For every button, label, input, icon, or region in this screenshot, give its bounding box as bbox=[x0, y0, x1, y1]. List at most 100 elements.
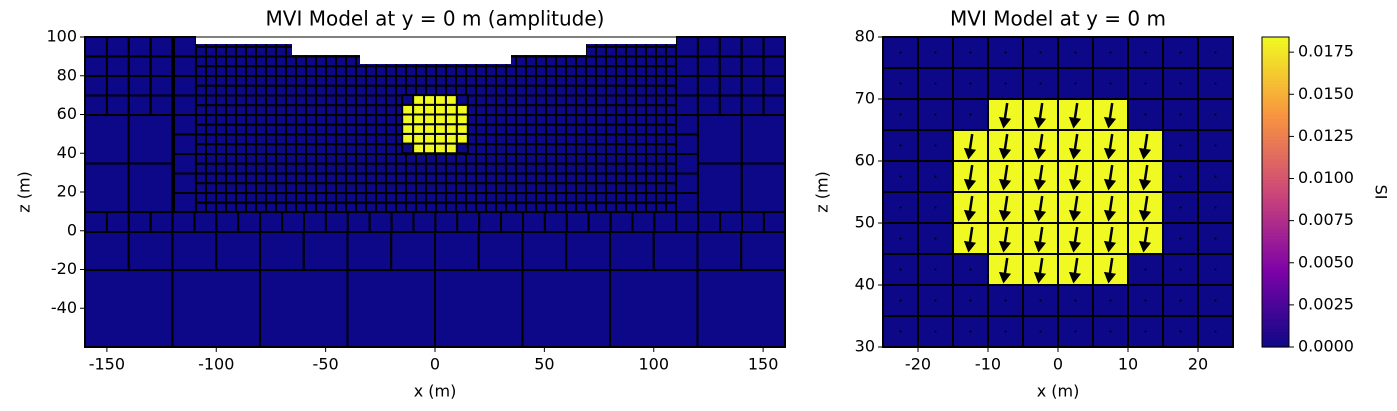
mesh-cell bbox=[325, 123, 337, 136]
mesh-cell bbox=[645, 55, 657, 68]
mesh-cell bbox=[415, 84, 427, 97]
mesh-cell bbox=[500, 211, 525, 233]
mesh-cell bbox=[535, 133, 547, 146]
mesh-cell bbox=[245, 94, 257, 107]
colorbar-swatch bbox=[1262, 229, 1289, 233]
mesh-cell bbox=[345, 172, 357, 185]
mesh-cell bbox=[335, 153, 347, 165]
mesh-cell bbox=[515, 114, 527, 126]
mesh-cell bbox=[295, 162, 307, 175]
mesh-cell bbox=[525, 123, 537, 136]
mesh-cell bbox=[315, 192, 327, 204]
mesh-cell bbox=[665, 162, 677, 175]
mesh-cell bbox=[281, 211, 306, 233]
mesh-cell bbox=[595, 201, 607, 213]
mesh-cell bbox=[259, 269, 349, 348]
mesh-cell bbox=[565, 172, 577, 185]
mesh-cell bbox=[425, 182, 437, 194]
mesh-cell bbox=[275, 201, 287, 213]
vector-arrow bbox=[1103, 226, 1117, 253]
colorbar-swatch bbox=[1262, 167, 1289, 171]
mesh-cell bbox=[485, 192, 497, 204]
colorbar-swatch bbox=[1262, 111, 1289, 116]
mesh-cell bbox=[455, 192, 467, 204]
mesh-cell bbox=[435, 201, 447, 213]
colorbar-swatch bbox=[1262, 179, 1289, 184]
mesh-cell bbox=[605, 55, 617, 68]
colorbar-swatch bbox=[1262, 80, 1289, 85]
mesh-cell bbox=[525, 133, 537, 146]
mesh-cell bbox=[245, 104, 257, 116]
mesh-cell bbox=[505, 75, 517, 87]
mesh-cell bbox=[545, 65, 557, 77]
x-axis-label: x (m) bbox=[1037, 382, 1080, 401]
mesh-cell bbox=[696, 269, 786, 348]
mesh-cell bbox=[395, 192, 407, 204]
mesh-cell bbox=[84, 55, 108, 77]
cell bbox=[401, 94, 415, 106]
mesh-cell bbox=[605, 45, 617, 58]
mesh-cell bbox=[205, 55, 217, 68]
mesh-cell bbox=[195, 201, 207, 213]
mesh-cell bbox=[295, 133, 307, 146]
mesh-cell bbox=[225, 104, 237, 116]
mesh-cell bbox=[585, 201, 597, 213]
mesh-cell bbox=[415, 162, 427, 175]
mesh-cell bbox=[345, 75, 357, 87]
mesh-cell bbox=[535, 172, 547, 185]
mesh-cell bbox=[335, 192, 347, 204]
mesh-cell bbox=[585, 123, 597, 136]
mesh-cell bbox=[315, 172, 327, 185]
mesh-cell bbox=[365, 182, 377, 194]
mesh-cell bbox=[475, 201, 487, 213]
mesh-cell bbox=[485, 84, 497, 97]
mesh-cell bbox=[595, 123, 607, 136]
x-tick-label: -20 bbox=[905, 355, 931, 374]
mesh-cell bbox=[740, 55, 765, 77]
colorbar-swatch bbox=[1262, 275, 1289, 280]
mesh-cell bbox=[295, 114, 307, 126]
cell bbox=[434, 142, 447, 155]
colorbar-swatch bbox=[1262, 117, 1289, 122]
vector-arrow bbox=[1068, 164, 1082, 191]
mesh-cell bbox=[205, 153, 217, 165]
mesh-cell bbox=[645, 94, 657, 107]
cell bbox=[444, 94, 458, 106]
y-tick-label: 60 bbox=[855, 151, 875, 170]
mesh-cell bbox=[255, 84, 267, 97]
mesh-cell bbox=[173, 94, 197, 116]
mesh-cell bbox=[275, 133, 287, 146]
mesh-cell bbox=[127, 75, 152, 97]
mesh-cell bbox=[445, 182, 457, 194]
vector-dot bbox=[934, 299, 937, 302]
colorbar-swatch bbox=[1262, 151, 1289, 156]
cell bbox=[455, 132, 469, 145]
mesh-cell bbox=[485, 172, 497, 185]
mesh-cell bbox=[665, 75, 677, 87]
topography bbox=[196, 36, 676, 64]
mesh-cell bbox=[545, 55, 557, 68]
mesh-cell bbox=[555, 172, 567, 185]
y-tick-label: 100 bbox=[46, 27, 77, 46]
mesh-cell bbox=[555, 182, 567, 194]
mesh-cell bbox=[235, 65, 247, 77]
colorbar-swatch bbox=[1262, 238, 1289, 243]
mesh-cell bbox=[225, 75, 237, 87]
mesh-cell bbox=[275, 162, 287, 175]
cell bbox=[455, 94, 469, 106]
y-tick-label: -20 bbox=[51, 259, 77, 278]
colorbar-swatch bbox=[1262, 89, 1289, 94]
mesh-cell bbox=[335, 172, 347, 185]
mesh-cell bbox=[195, 75, 207, 87]
mesh-cell bbox=[225, 55, 237, 68]
mesh-cell bbox=[718, 94, 743, 116]
colorbar-tick-label: 0.0000 bbox=[1298, 337, 1354, 356]
mesh-cell bbox=[565, 94, 577, 107]
vector-dot bbox=[969, 82, 972, 85]
cell bbox=[434, 94, 447, 106]
mesh-cell bbox=[635, 94, 647, 107]
mesh-cell bbox=[655, 201, 667, 213]
mesh-cell bbox=[195, 65, 207, 77]
mesh-cell bbox=[375, 123, 387, 136]
